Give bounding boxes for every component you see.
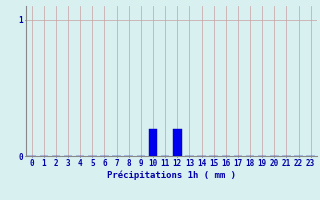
Bar [149, 129, 157, 156]
X-axis label: Précipitations 1h ( mm ): Précipitations 1h ( mm ) [107, 171, 236, 180]
Bar [173, 129, 181, 156]
